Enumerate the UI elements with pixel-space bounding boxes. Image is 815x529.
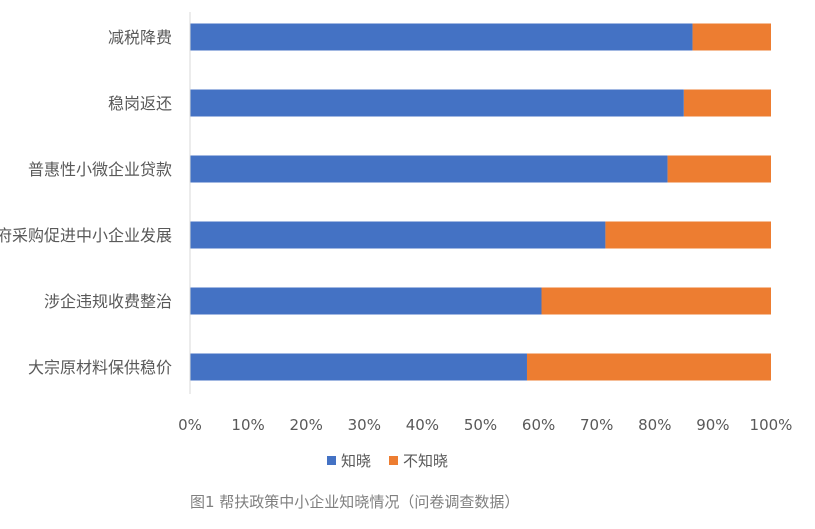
legend-label-0: 知晓 <box>341 451 372 470</box>
bar-segment-1-4 <box>541 287 771 315</box>
bar-segment-1-1 <box>683 89 771 117</box>
bar-segment-0-1 <box>190 89 684 117</box>
bar-segment-1-3 <box>605 221 771 249</box>
category-label-4: 涉企违规收费整治 <box>44 292 172 311</box>
legend-swatch-0 <box>327 455 336 465</box>
x-tick-label-7: 70% <box>580 416 613 434</box>
bar-segment-1-5 <box>526 353 771 381</box>
x-tick-label-9: 90% <box>696 416 729 434</box>
bar-segment-0-5 <box>190 353 527 381</box>
category-label-2: 普惠性小微企业贷款 <box>28 160 172 179</box>
x-tick-label-2: 20% <box>290 416 323 434</box>
figure-caption: 图1 帮扶政策中小企业知晓情况（问卷调查数据） <box>190 493 520 511</box>
x-tick-label-6: 60% <box>522 416 555 434</box>
x-tick-label-8: 80% <box>638 416 671 434</box>
bar-segment-1-2 <box>667 155 771 183</box>
legend-label-1: 不知晓 <box>403 451 449 470</box>
category-label-1: 稳岗返还 <box>108 94 172 113</box>
bar-segment-0-3 <box>190 221 606 249</box>
category-label-3: 政府采购促进中小企业发展 <box>0 226 172 245</box>
bar-segment-0-4 <box>190 287 542 315</box>
x-tick-label-5: 50% <box>464 416 497 434</box>
category-label-0: 减税降费 <box>108 28 172 47</box>
x-tick-label-10: 100% <box>750 416 793 434</box>
x-tick-labels: 0% 10% 20% 30% 40% 50% 60% 70% 80% 90% 100% <box>178 416 792 434</box>
x-tick-label-3: 30% <box>348 416 381 434</box>
x-tick-label-0: 0% <box>178 416 202 434</box>
legend: 知晓 不知晓 <box>327 449 448 471</box>
legend-swatch-1 <box>389 455 399 465</box>
bar-segment-1-0 <box>692 23 771 51</box>
stacked-bar-chart: 减税降费稳岗返还普惠性小微企业贷款政府采购促进中小企业发展涉企违规收费整治大宗原… <box>0 12 792 434</box>
legend-item-1: 不知晓 <box>389 450 448 471</box>
x-tick-label-4: 40% <box>406 416 439 434</box>
category-labels: 减税降费稳岗返还普惠性小微企业贷款政府采购促进中小企业发展涉企违规收费整治大宗原… <box>0 28 172 377</box>
category-label-5: 大宗原材料保供稳价 <box>28 358 172 377</box>
bar-segment-0-0 <box>190 23 693 51</box>
x-tick-label-1: 10% <box>231 416 264 434</box>
bars-layer <box>190 23 771 381</box>
legend-item-0: 知晓 <box>327 450 371 471</box>
bar-segment-0-2 <box>190 155 668 183</box>
